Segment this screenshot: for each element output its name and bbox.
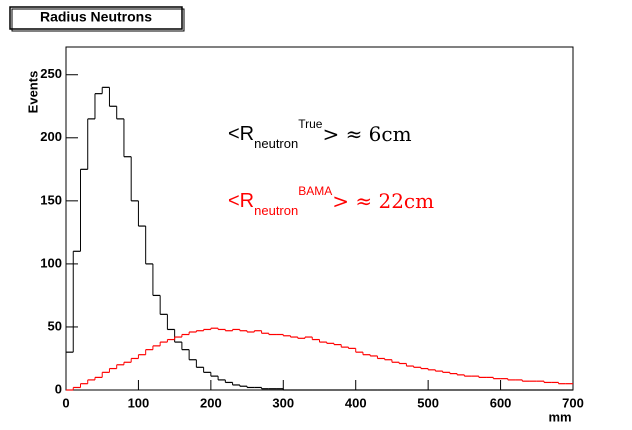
y-tick-label: 150 bbox=[40, 192, 62, 207]
histogram-series bbox=[65, 86, 573, 391]
y-tick-label: 250 bbox=[40, 66, 62, 81]
y-tick-label: 200 bbox=[40, 129, 62, 144]
annotation-tail: > ≈ 22cm bbox=[332, 189, 434, 213]
annotation-tail: > ≈ 6cm bbox=[322, 122, 411, 146]
histogram-series bbox=[66, 327, 573, 391]
x-tick-label: 700 bbox=[562, 395, 584, 410]
title-shadow bbox=[11, 8, 185, 32]
y-tick-label: 50 bbox=[48, 318, 62, 333]
annotation: <RneutronTrue> ≈ 6cm bbox=[228, 117, 412, 151]
annotation-text: <R bbox=[228, 190, 254, 212]
annotation-subscript: neutron bbox=[254, 203, 298, 218]
y-tick-label: 100 bbox=[40, 255, 62, 270]
x-tick-label: 0 bbox=[62, 395, 69, 410]
x-tick-label: 600 bbox=[490, 395, 512, 410]
x-tick-label: 100 bbox=[128, 395, 150, 410]
annotation-text: <R bbox=[228, 123, 254, 145]
annotation-superscript: BAMA bbox=[298, 184, 332, 198]
x-tick-label: 200 bbox=[200, 395, 222, 410]
title-box bbox=[9, 6, 183, 30]
x-tick-label: 300 bbox=[272, 395, 294, 410]
annotation-superscript: True bbox=[298, 117, 323, 131]
annotation: <RneutronBAMA> ≈ 22cm bbox=[228, 184, 434, 218]
x-tick-label: 500 bbox=[417, 395, 439, 410]
chart-title: Radius Neutrons bbox=[40, 9, 152, 25]
annotation-subscript: neutron bbox=[254, 136, 298, 151]
x-tick-label: 400 bbox=[345, 395, 367, 410]
y-axis-label: Events bbox=[25, 71, 40, 114]
y-tick-label: 0 bbox=[55, 381, 62, 396]
x-axis-label: mm bbox=[548, 409, 571, 424]
